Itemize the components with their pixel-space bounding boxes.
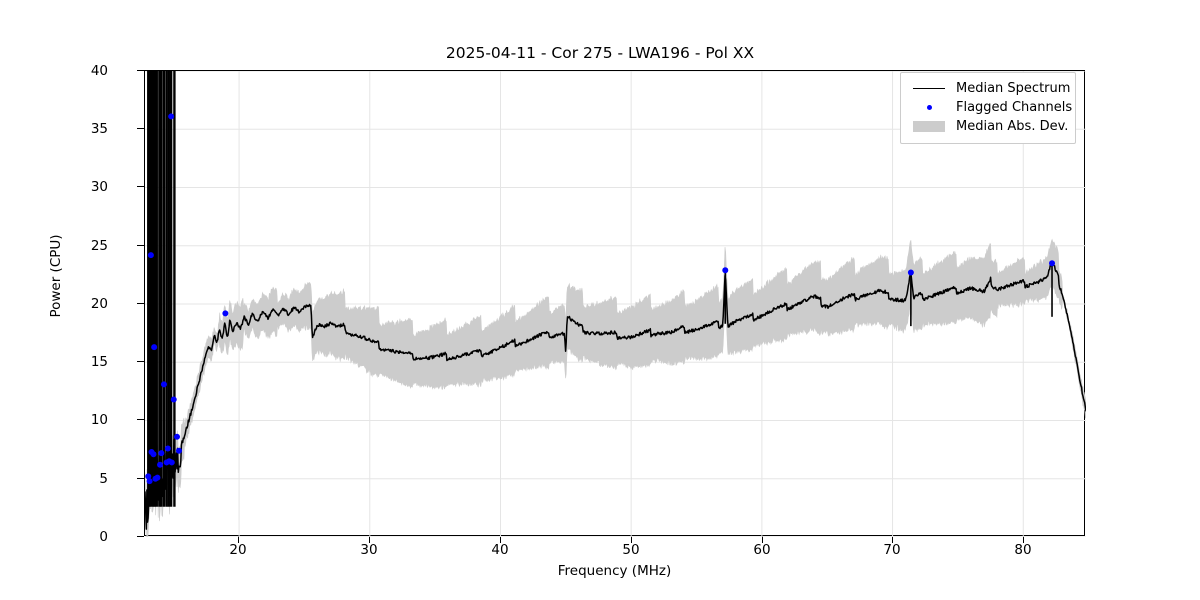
x-tick-mark-80 bbox=[1023, 536, 1024, 543]
mad-band bbox=[145, 238, 1086, 537]
flagged-channel-marker bbox=[175, 447, 182, 454]
flagged-channel-marker bbox=[907, 269, 914, 276]
legend-label-flagged-channels: Flagged Channels bbox=[956, 100, 1073, 115]
y-tick-mark-15 bbox=[137, 361, 144, 362]
x-tick-label-70: 70 bbox=[883, 542, 901, 558]
flagged-channel-marker bbox=[146, 478, 153, 485]
legend-item-flagged-channels: Flagged Channels bbox=[909, 98, 1072, 117]
flagged-channel-markers bbox=[145, 113, 1056, 485]
flagged-channel-marker bbox=[158, 450, 165, 457]
legend-label-median-abs-dev: Median Abs. Dev. bbox=[956, 119, 1069, 134]
y-tick-label-15: 15 bbox=[90, 354, 108, 370]
y-tick-label-0: 0 bbox=[99, 529, 108, 545]
flagged-channel-marker bbox=[168, 459, 175, 466]
line-swatch-icon bbox=[909, 88, 949, 89]
median-spectrum-line bbox=[145, 71, 1086, 530]
flagged-channel-marker bbox=[145, 473, 152, 480]
y-tick-label-10: 10 bbox=[90, 412, 108, 428]
y-tick-label-30: 30 bbox=[90, 179, 108, 195]
dot-swatch-icon bbox=[909, 105, 949, 110]
flagged-channel-marker bbox=[147, 252, 154, 259]
flagged-channel-marker bbox=[154, 474, 161, 481]
x-tick-mark-60 bbox=[762, 536, 763, 543]
y-tick-label-25: 25 bbox=[90, 238, 108, 254]
flagged-channel-marker bbox=[1049, 260, 1056, 267]
flagged-channel-marker bbox=[160, 381, 167, 388]
y-tick-label-5: 5 bbox=[99, 471, 108, 487]
x-tick-label-40: 40 bbox=[491, 542, 509, 558]
x-tick-label-20: 20 bbox=[229, 542, 247, 558]
plot-area bbox=[144, 70, 1086, 537]
y-tick-mark-5 bbox=[137, 478, 144, 479]
x-tick-label-80: 80 bbox=[1014, 542, 1032, 558]
x-tick-mark-40 bbox=[500, 536, 501, 543]
legend: Median Spectrum Flagged Channels Median … bbox=[900, 72, 1076, 144]
flagged-channel-marker bbox=[151, 344, 158, 351]
flagged-channel-marker bbox=[722, 267, 729, 274]
legend-item-median-spectrum: Median Spectrum bbox=[909, 79, 1071, 98]
y-tick-mark-25 bbox=[137, 245, 144, 246]
flagged-channel-marker bbox=[164, 445, 171, 452]
y-tick-label-35: 35 bbox=[90, 121, 108, 137]
flagged-channel-marker bbox=[222, 310, 229, 317]
x-tick-mark-70 bbox=[892, 536, 893, 543]
flagged-channel-marker bbox=[150, 451, 157, 458]
x-axis-label: Frequency (MHz) bbox=[557, 563, 672, 579]
x-tick-mark-30 bbox=[369, 536, 370, 543]
spectrum-plot bbox=[145, 71, 1086, 537]
legend-item-median-abs-dev: Median Abs. Dev. bbox=[909, 117, 1069, 136]
x-tick-label-30: 30 bbox=[360, 542, 378, 558]
flagged-channel-marker bbox=[174, 433, 181, 440]
y-tick-label-40: 40 bbox=[90, 63, 108, 79]
y-axis-label: Power (CPU) bbox=[48, 234, 64, 318]
y-tick-mark-30 bbox=[137, 186, 144, 187]
y-tick-label-20: 20 bbox=[90, 296, 108, 312]
y-tick-mark-40 bbox=[137, 70, 144, 71]
y-tick-mark-0 bbox=[137, 536, 144, 537]
flagged-channel-marker bbox=[157, 461, 164, 468]
legend-label-median-spectrum: Median Spectrum bbox=[956, 81, 1071, 96]
band-swatch-icon bbox=[909, 121, 949, 132]
x-tick-label-50: 50 bbox=[622, 542, 640, 558]
y-tick-mark-20 bbox=[137, 303, 144, 304]
chart-title: 2025-04-11 - Cor 275 - LWA196 - Pol XX bbox=[445, 44, 755, 62]
flagged-channel-marker bbox=[170, 396, 177, 403]
x-tick-mark-50 bbox=[631, 536, 632, 543]
x-tick-label-60: 60 bbox=[753, 542, 771, 558]
flagged-channel-marker bbox=[168, 113, 175, 120]
y-tick-mark-10 bbox=[137, 419, 144, 420]
y-tick-mark-35 bbox=[137, 128, 144, 129]
x-tick-mark-20 bbox=[238, 536, 239, 543]
